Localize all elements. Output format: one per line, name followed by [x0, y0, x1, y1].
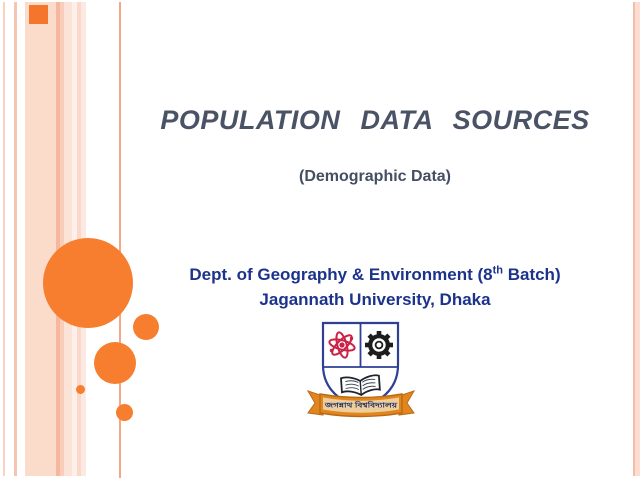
slide-subtitle: (Demographic Data): [298, 168, 452, 185]
accent-circle-small: [116, 404, 133, 421]
credit-line-1-text: Dept. of Geography & Environment (8: [189, 265, 493, 284]
accent-circle-medium: [133, 314, 159, 340]
stripe: [14, 2, 17, 476]
stripe-right-edge: [635, 2, 640, 476]
open-book-icon: [340, 374, 381, 397]
shield-crest: জগন্নাথ বিশ্ববিদ্যালয়: [306, 321, 416, 418]
slide-title: POPULATION DATA SOURCES: [160, 105, 590, 135]
logo-banner-text: জগন্নাথ বিশ্ববিদ্যালয়: [324, 401, 398, 410]
stripe: [60, 2, 64, 476]
accent-circle-large: [43, 238, 133, 328]
accent-circle-small: [76, 385, 85, 394]
accent-square: [29, 5, 48, 24]
stripe: [64, 2, 72, 476]
ordinal-superscript: th: [492, 264, 503, 277]
university-logo: জগন্নাথ বিশ্ববিদ্যালয়: [306, 317, 416, 423]
atom-icon: [328, 331, 356, 359]
stripe: [25, 2, 56, 476]
stripe-right-edge: [633, 2, 635, 476]
stripe: [3, 2, 5, 476]
gear-icon: [365, 331, 393, 359]
credit-block: Dept. of Geography & Environment (8th Ba…: [110, 262, 640, 312]
credit-line-1: Dept. of Geography & Environment (8th Ba…: [110, 262, 640, 287]
accent-circle-medium: [94, 342, 136, 384]
stripe: [56, 2, 60, 476]
stripe: [119, 2, 121, 478]
credit-line-1-suffix: Batch): [502, 265, 561, 284]
credit-line-2: Jagannath University, Dhaka: [259, 290, 491, 309]
ribbon-inner-panel: [323, 397, 399, 413]
